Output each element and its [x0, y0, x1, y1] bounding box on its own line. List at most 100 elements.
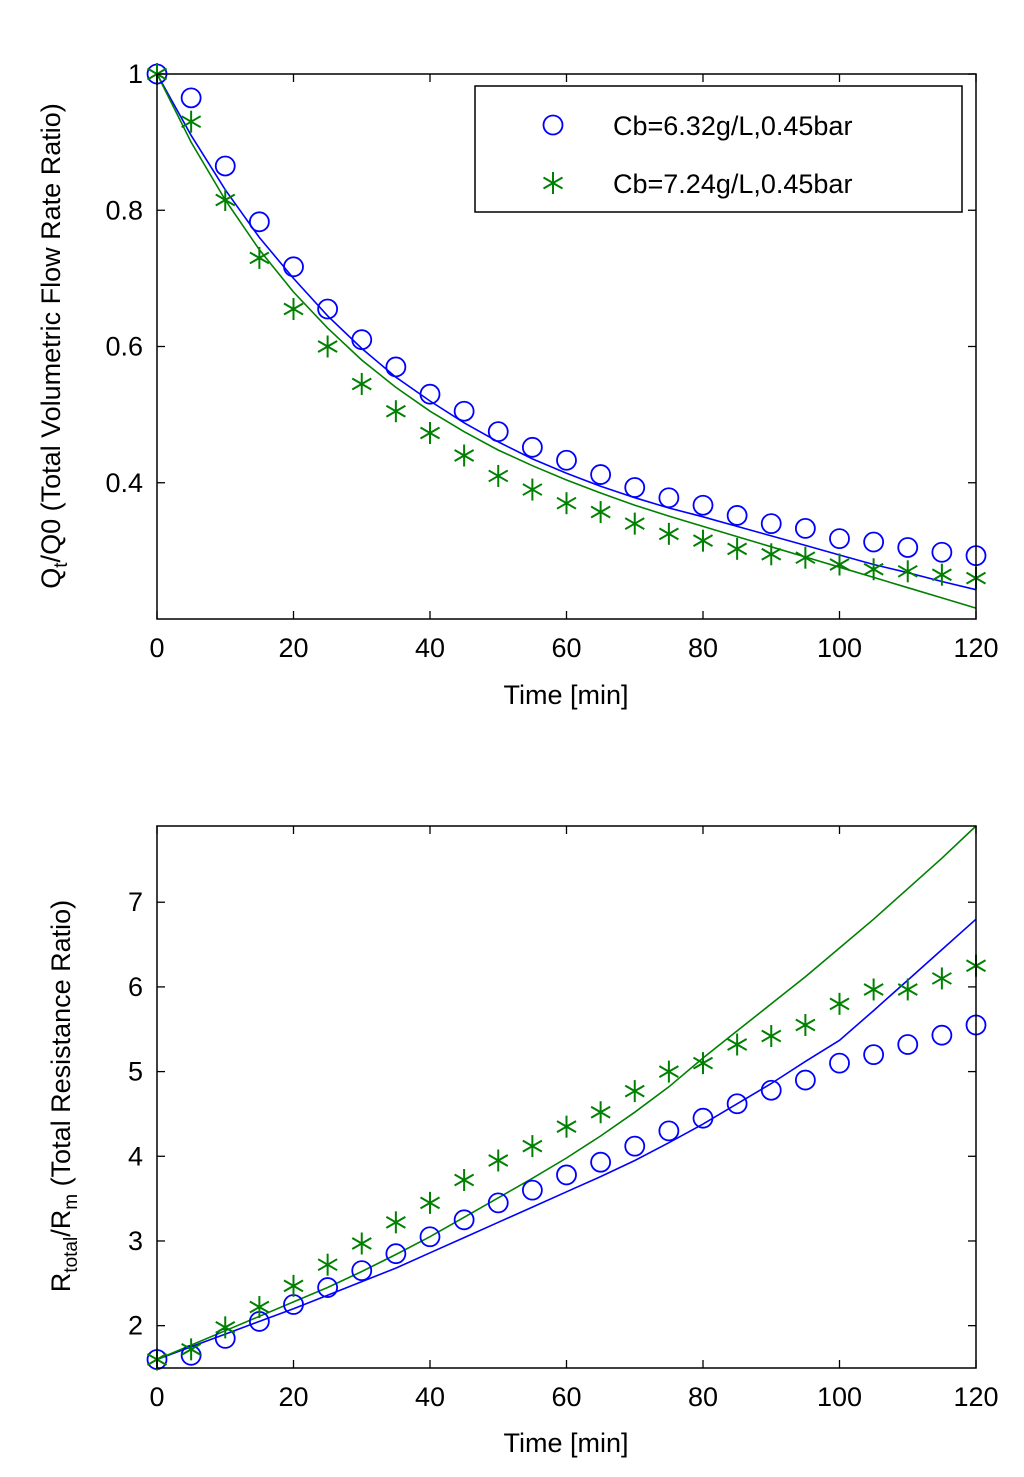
data-point-circle: [726, 505, 748, 526]
data-point-circle: [248, 211, 270, 233]
x-tick-label: 0: [149, 633, 164, 663]
data-point-star: [624, 1080, 645, 1103]
y-axis-label: Qt/Q0 (Total Volumetric Flow Rate Ratio): [36, 103, 72, 588]
data-point-star: [556, 1115, 577, 1138]
y-tick-label: 0.6: [105, 332, 143, 362]
y-tick-label: 5: [128, 1057, 143, 1087]
legend-circle-marker: [542, 114, 564, 136]
data-point-star: [897, 978, 918, 1001]
y-tick-label: 2: [128, 1311, 143, 1341]
data-point-star: [931, 967, 952, 990]
data-point-circle: [658, 1120, 680, 1142]
data-point-star: [488, 464, 509, 487]
data-point-circle: [487, 1192, 509, 1214]
data-point-star: [419, 1191, 441, 1214]
legend-box: [474, 85, 963, 213]
data-point-star: [863, 558, 884, 581]
data-point-star: [761, 543, 782, 566]
data-point-star: [215, 1316, 236, 1339]
data-point-star: [283, 1274, 304, 1297]
data-point-star: [795, 1014, 816, 1037]
fit-line-series1: [156, 918, 977, 1361]
data-point-circle: [180, 87, 202, 109]
data-point-circle: [556, 1164, 577, 1186]
data-point-circle: [385, 356, 407, 378]
data-point-star: [692, 529, 714, 552]
x-tick-label: 0: [149, 1382, 164, 1412]
data-point-star: [385, 1211, 406, 1234]
y-tick-label: 3: [128, 1226, 143, 1256]
data-point-star: [317, 1253, 338, 1276]
y-tick-labels: 0.4 0.6 0.8 1: [105, 59, 143, 498]
y-tick-label: 7: [128, 887, 143, 917]
data-point-circle: [658, 487, 680, 509]
data-point-star: [522, 478, 543, 501]
data-point-circle: [556, 449, 577, 471]
legend-star-marker: [542, 172, 564, 194]
data-point-circle: [214, 155, 236, 177]
data-point-star: [795, 546, 816, 569]
x-tick-label: 60: [551, 1382, 581, 1412]
data-point-star: [181, 1338, 202, 1361]
x-tick-labels: 0 20 40 60 80 100 120: [149, 633, 998, 663]
data-point-star: [897, 560, 918, 583]
data-point-circle: [794, 517, 816, 539]
data-point-circle: [692, 494, 714, 516]
legend-entry-series2: Cb=7.24g/L,0.45bar: [613, 169, 852, 199]
data-point-star: [385, 400, 406, 423]
data-point-circle: [897, 1034, 919, 1055]
data-point-star: [829, 553, 850, 576]
legend-entry-series1: Cb=6.32g/L,0.45bar: [613, 111, 852, 141]
y-tick-label: 0.4: [105, 468, 143, 498]
y-tick-labels: 2 3 4 5 6 7: [128, 887, 143, 1340]
data-point-circle: [590, 464, 612, 485]
data-point-star: [931, 563, 952, 586]
y-tick-label: 1: [128, 59, 143, 89]
y-tick-label: 0.8: [105, 195, 143, 225]
data-point-circle: [726, 1093, 748, 1115]
x-tick-label: 120: [953, 633, 998, 663]
x-tick-label: 100: [817, 633, 862, 663]
data-point-star: [351, 1232, 372, 1255]
data-point-circle: [863, 531, 885, 553]
data-point-star: [351, 372, 372, 395]
data-point-star: [522, 1135, 543, 1158]
data-point-circle: [453, 1209, 475, 1231]
fit-line-series2: [156, 825, 977, 1361]
data-point-star: [829, 992, 850, 1015]
data-point-star: [624, 512, 645, 535]
data-point-star: [419, 422, 441, 445]
data-point-star: [454, 1168, 475, 1191]
data-point-star: [249, 246, 270, 269]
data-point-circle: [624, 1135, 646, 1157]
data-point-circle: [590, 1151, 612, 1173]
data-point-circle: [624, 477, 646, 498]
data-point-circle: [794, 1069, 816, 1091]
data-point-circle: [829, 1052, 850, 1074]
data-point-circle: [692, 1107, 714, 1129]
y-tick-label: 6: [128, 972, 143, 1002]
x-tick-label: 40: [415, 633, 445, 663]
data-point-circle: [521, 436, 543, 458]
x-tick-label: 20: [278, 633, 308, 663]
x-tick-labels: 0 20 40 60 80 100 120: [149, 1382, 998, 1412]
data-point-circle: [521, 1179, 543, 1201]
x-tick-label: 80: [688, 1382, 718, 1412]
data-point-circle: [385, 1243, 407, 1265]
legend: Cb=6.32g/L,0.45bar Cb=7.24g/L,0.45bar: [474, 85, 963, 213]
axis-ticks: [156, 826, 977, 1368]
chart-flow-rate-ratio: 0 20 40 60 80 100 120 0.4 0.6 0.8 1 Time [min] Qt…: [36, 59, 999, 710]
data-point-circle: [453, 400, 475, 422]
x-axis-label: Time [min]: [503, 680, 628, 710]
data-point-circle: [931, 1024, 953, 1046]
data-point-circle: [863, 1044, 885, 1066]
data-point-circle: [760, 513, 782, 535]
data-point-star: [692, 1052, 714, 1075]
data-point-circle: [351, 329, 373, 351]
x-tick-label: 40: [415, 1382, 445, 1412]
data-point-star: [590, 501, 611, 524]
data-point-star: [454, 444, 475, 467]
y-tick-label: 4: [128, 1141, 143, 1171]
data-point-star: [658, 522, 679, 545]
